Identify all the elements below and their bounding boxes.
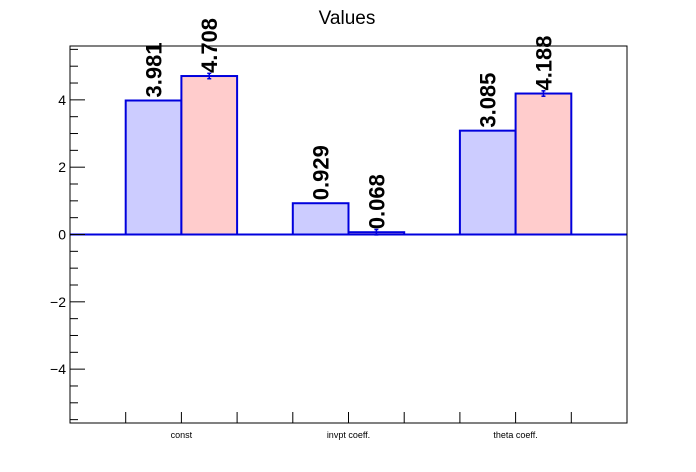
y-tick-label: −2 [50,294,66,310]
data-label-3-s1: 3.085 [476,73,501,128]
bar-theta-coeff--s1 [458,129,517,236]
x-tick-label: const [171,430,193,440]
y-tick-label: 2 [58,159,66,175]
y-tick-label: −4 [50,361,66,377]
data-label-1-s1: 3.981 [142,42,167,97]
x-axis: const invpt coeff. theta coeff. [125,412,572,440]
chart-title: Values [319,8,376,29]
y-tick-label: 4 [58,92,66,108]
bar-const-s2 [180,75,239,236]
data-labels-layer: 3.981 0.929 3.085 4.708 0.068 4.188 [142,18,557,229]
y-tick-label: 0 [58,227,66,243]
bar-invpt-coeff--s1 [291,202,350,236]
y-axis: −4 −2 0 2 4 [50,48,85,421]
x-tick-label: theta coeff. [493,430,537,440]
data-label-3-s2: 4.188 [531,35,556,90]
x-tick-label: invpt coeff. [327,430,370,440]
bars-layer [124,75,573,236]
data-label-2-s1: 0.929 [309,145,334,200]
data-label-2-s2: 0.068 [364,174,389,229]
data-label-1-s2: 4.708 [197,18,222,73]
bar-theta-coeff--s2 [514,92,573,236]
bar-const-s1 [124,99,183,236]
